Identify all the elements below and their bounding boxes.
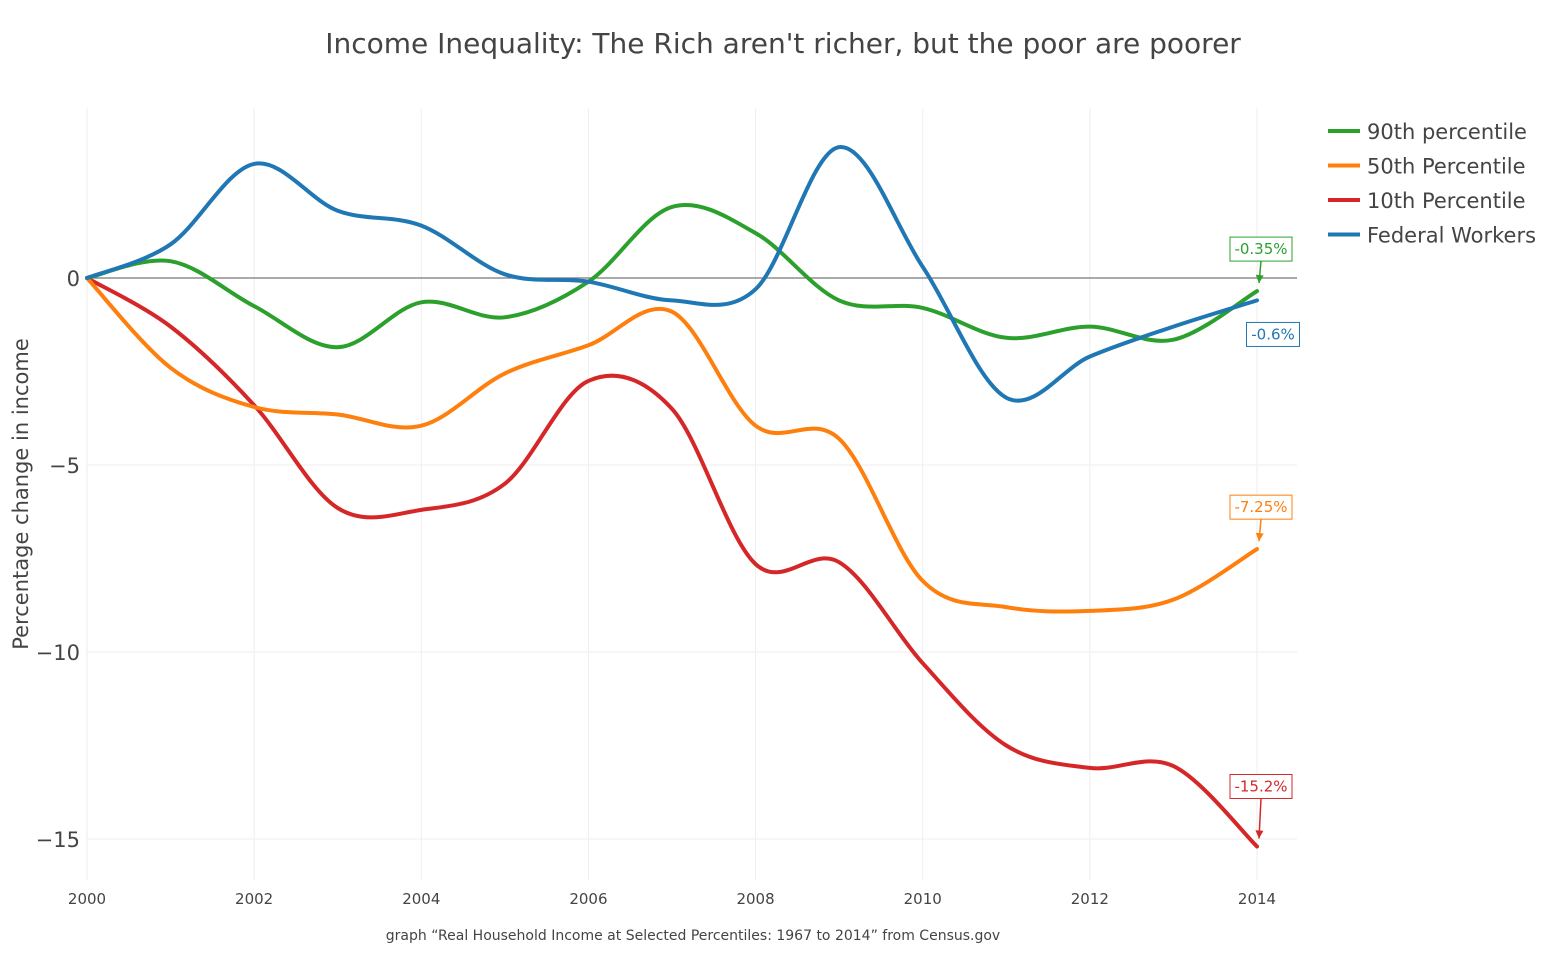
legend: 90th percentile 50th Percentile 10th Perce… [1328, 120, 1536, 248]
x-tick-label: 2010 [904, 890, 942, 908]
legend-label: 90th percentile [1367, 120, 1527, 144]
series-line-50th-percentile [85, 276, 1259, 614]
series-line-10th-percentile [85, 276, 1259, 849]
x-tick-label: 2004 [402, 890, 440, 908]
annotation-50th-percentile: -7.25% [1229, 494, 1293, 542]
x-tick-label: 2002 [235, 890, 273, 908]
annotation-federal-workers: -0.6% [1246, 321, 1300, 347]
legend-item-10th-percentile[interactable]: 10th Percentile [1328, 189, 1526, 213]
legend-item-federal-workers[interactable]: Federal Workers [1328, 224, 1536, 248]
annotation-box [1246, 321, 1300, 347]
y-axis: 0 −5 −10 −15 [36, 267, 80, 852]
x-tick-label: 2014 [1238, 890, 1276, 908]
grid [86, 108, 1297, 880]
y-axis-label: Percentage change in income [9, 338, 33, 650]
x-axis: 2000 2002 2004 2006 2008 2010 2012 2014 [68, 890, 1276, 908]
chart-title: Income Inequality: The Rich aren't riche… [325, 27, 1241, 60]
source-note: graph “Real Household Income at Selected… [386, 928, 1000, 944]
annotation-90th-percentile: -0.35% [1229, 236, 1293, 284]
y-tick-label: 0 [67, 267, 80, 291]
annotation-text: -15.2% [1234, 777, 1287, 795]
y-tick-label: −5 [49, 454, 80, 478]
annotation-text: -0.35% [1234, 240, 1287, 258]
legend-label: Federal Workers [1367, 224, 1536, 248]
annotation-text: -7.25% [1234, 498, 1287, 516]
annotation-arrowhead-icon [1255, 532, 1264, 542]
annotation-10th-percentile: -15.2% [1229, 773, 1293, 839]
y-tick-label: −15 [36, 828, 80, 852]
legend-label: 50th Percentile [1367, 155, 1526, 179]
x-tick-label: 2006 [569, 890, 607, 908]
series-lines [85, 145, 1259, 849]
annotations: -0.35% -0.6% -7.25% -15.2% [1229, 236, 1300, 839]
series-line-federal-workers [85, 145, 1259, 403]
series-line-90th-percentile [85, 203, 1259, 350]
y-tick-label: −10 [36, 641, 80, 665]
x-tick-label: 2000 [68, 890, 106, 908]
legend-item-90th-percentile[interactable]: 90th percentile [1328, 120, 1527, 144]
legend-item-50th-percentile[interactable]: 50th Percentile [1328, 155, 1526, 179]
x-tick-label: 2008 [736, 890, 774, 908]
annotation-text: -0.6% [1251, 325, 1295, 343]
annotation-arrowhead-icon [1255, 274, 1264, 284]
x-tick-label: 2012 [1071, 890, 1109, 908]
annotation-arrowhead-icon [1255, 830, 1264, 839]
annotation-box [1229, 773, 1293, 799]
legend-label: 10th Percentile [1367, 189, 1526, 213]
